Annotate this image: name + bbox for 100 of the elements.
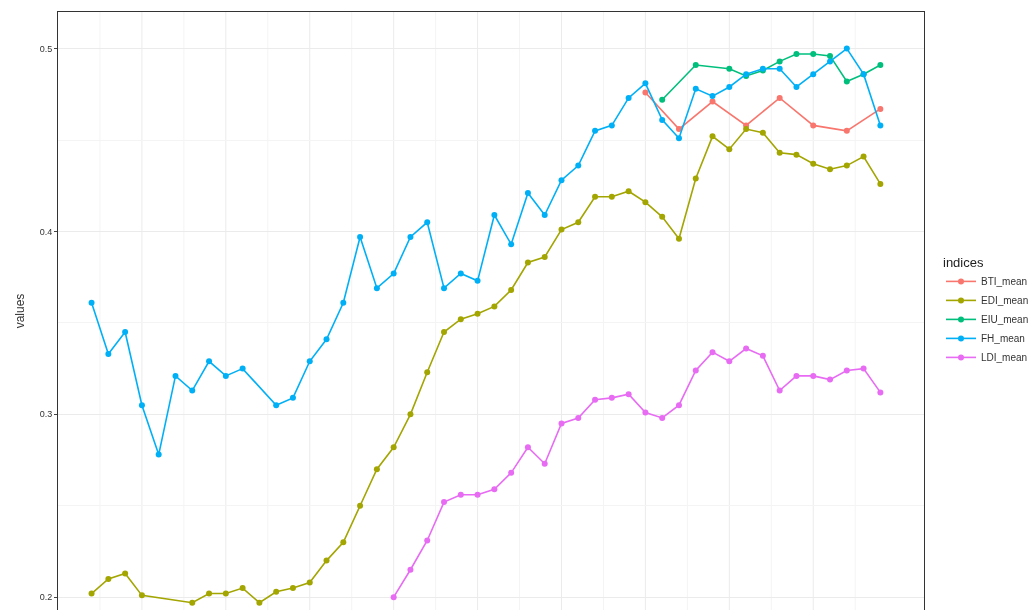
point [88, 299, 95, 306]
point [441, 499, 448, 506]
point [122, 329, 129, 336]
legend-label: BTI_mean [981, 276, 1028, 288]
point [575, 219, 582, 226]
point [508, 241, 515, 248]
point [357, 502, 364, 509]
point [105, 575, 112, 582]
point [877, 180, 884, 187]
point [457, 316, 464, 323]
point [424, 219, 431, 226]
legend-label: EIU_mean [981, 314, 1029, 326]
point [491, 303, 498, 310]
point [726, 65, 733, 72]
legend-label: LDI_mean [981, 352, 1028, 364]
point [222, 372, 229, 379]
y-tick-label: 0.3 [39, 409, 53, 420]
point [827, 52, 834, 59]
point [692, 175, 699, 182]
point [793, 151, 800, 158]
point [474, 491, 481, 498]
point [793, 51, 800, 58]
point [776, 94, 783, 101]
point [843, 45, 850, 52]
point [759, 352, 766, 359]
point [323, 557, 330, 564]
point [206, 358, 213, 365]
point [860, 365, 867, 372]
point [776, 149, 783, 156]
point [524, 444, 531, 451]
point [88, 590, 95, 597]
point [877, 122, 884, 129]
point [541, 460, 548, 467]
point [558, 226, 565, 233]
point [273, 588, 280, 595]
point [457, 270, 464, 277]
legend-label: FH_mean [981, 333, 1025, 345]
point [239, 585, 246, 592]
point [642, 409, 649, 416]
point [524, 259, 531, 266]
point [692, 85, 699, 92]
point [155, 451, 162, 458]
point [860, 153, 867, 160]
point [659, 116, 666, 123]
point [793, 83, 800, 90]
point [743, 345, 750, 352]
point [675, 135, 682, 142]
point [642, 89, 649, 96]
point [508, 469, 515, 476]
y-tick-label: 0.4 [39, 226, 53, 237]
point [441, 329, 448, 336]
point [877, 62, 884, 69]
point [524, 190, 531, 197]
point [273, 402, 280, 409]
point [692, 62, 699, 69]
point [608, 193, 615, 200]
point [726, 358, 733, 365]
point [625, 188, 632, 195]
point [373, 285, 380, 292]
point [541, 254, 548, 261]
point [675, 402, 682, 409]
point [810, 122, 817, 129]
point [424, 369, 431, 376]
point [373, 466, 380, 473]
point [642, 80, 649, 87]
point [810, 372, 817, 379]
point [390, 270, 397, 277]
legend-label: EDI_mean [981, 295, 1029, 307]
point [306, 579, 313, 586]
point [776, 58, 783, 65]
point [407, 233, 414, 240]
point [675, 235, 682, 242]
point [558, 177, 565, 184]
point [189, 387, 196, 394]
point [827, 58, 834, 65]
point [105, 350, 112, 357]
point [474, 310, 481, 317]
point [759, 129, 766, 136]
point [289, 585, 296, 592]
y-axis-title: values [12, 293, 27, 329]
point [709, 93, 716, 100]
point [625, 94, 632, 101]
point [692, 367, 699, 374]
point [558, 420, 565, 427]
point [222, 590, 229, 597]
point [289, 394, 296, 401]
point [827, 376, 834, 383]
point [256, 599, 263, 606]
point [592, 396, 599, 403]
point [877, 389, 884, 396]
point [843, 367, 850, 374]
point [776, 387, 783, 394]
point [608, 122, 615, 129]
y-tick-label: 0.5 [39, 43, 53, 54]
point [390, 594, 397, 601]
point [659, 213, 666, 220]
point [843, 127, 850, 134]
point [508, 286, 515, 293]
point [474, 277, 481, 284]
point [810, 51, 817, 58]
